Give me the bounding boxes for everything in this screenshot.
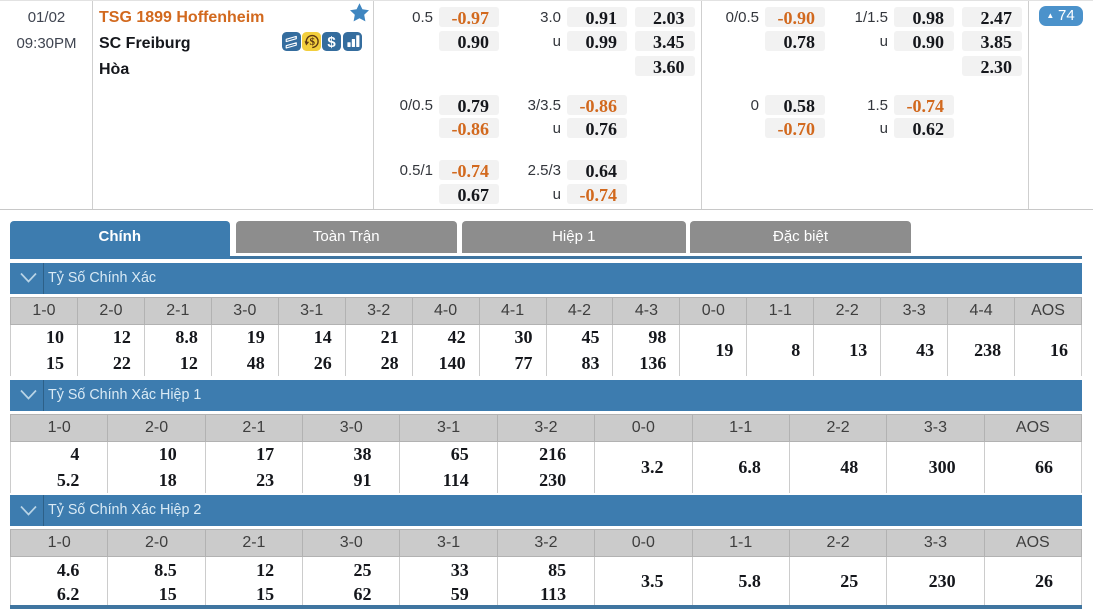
svg-text:$: $ [328, 34, 337, 51]
svg-text:$: $ [310, 36, 316, 48]
